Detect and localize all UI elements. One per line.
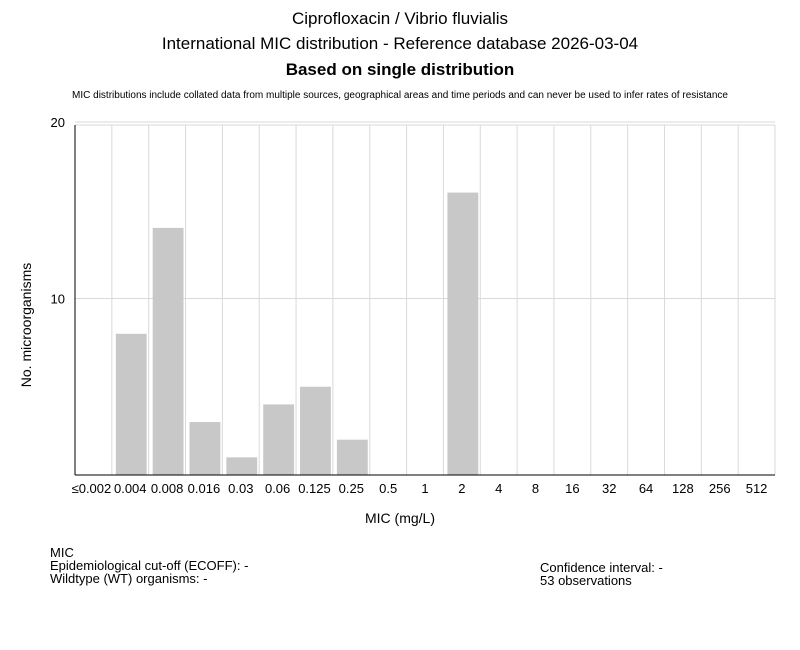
x-tick-label: 2 (458, 481, 465, 496)
x-tick-label: 0.125 (298, 481, 331, 496)
x-tick-label: 128 (672, 481, 694, 496)
footer-left: MIC Epidemiological cut-off (ECOFF): - W… (50, 546, 248, 585)
chart-subtitle: International MIC distribution - Referen… (161, 34, 639, 53)
x-tick-label: 1 (421, 481, 428, 496)
chart-subtitle-bold: Based on single distribution (285, 60, 515, 79)
bar-0.004 (115, 333, 147, 475)
disclaimer-note: MIC distributions include collated data … (72, 90, 728, 101)
grid-layer (75, 121, 776, 475)
x-tick-label: 0.06 (265, 481, 290, 496)
footer-ecoff: Epidemiological cut-off (ECOFF): - (50, 558, 249, 573)
bar-0.125 (300, 386, 331, 475)
bar-0.016 (189, 422, 221, 475)
bar-0.008 (152, 227, 184, 475)
chart-title: Ciprofloxacin / Vibrio fluvialis (291, 9, 509, 28)
footer-right: Confidence interval: - 53 observations (540, 561, 663, 587)
footer-observations: 53 observations (540, 573, 632, 588)
x-axis-label: MIC (mg/L) (365, 510, 435, 526)
x-tick-label: 8 (532, 481, 539, 496)
bar-0.25 (336, 439, 368, 475)
bar-0.03 (226, 457, 258, 475)
x-tick-label: 32 (602, 481, 616, 496)
x-tick-label: ≤0.002 (72, 481, 112, 496)
x-tick-label: 64 (639, 481, 653, 496)
bar-0.06 (263, 404, 295, 475)
x-tick-label: 16 (565, 481, 579, 496)
mic-bar-chart: 10 20 ≤0.002 0.004 0.008 0.016 0.03 0.06 0.125 0.… (18, 115, 776, 526)
footer-wildtype: Wildtype (WT) organisms: - (50, 571, 208, 586)
x-tick-label: 0.03 (228, 481, 253, 496)
axis-layer: 10 20 ≤0.002 0.004 0.008 0.016 0.03 0.06 0.125 0.… (51, 115, 775, 496)
bar-layer (115, 192, 479, 475)
x-tick-label: 512 (746, 481, 768, 496)
x-tick-label: 0.008 (151, 481, 184, 496)
y-axis-label: No. microorganisms (18, 263, 34, 387)
y-tick-label: 20 (51, 115, 65, 130)
bar-2 (447, 192, 479, 475)
footer-confidence: Confidence interval: - (540, 560, 663, 575)
x-tick-label: 0.25 (339, 481, 364, 496)
x-tick-label: 256 (709, 481, 731, 496)
x-tick-label: 0.5 (379, 481, 397, 496)
footer-mic-label: MIC (50, 545, 74, 560)
x-tick-label: 0.016 (188, 481, 221, 496)
y-tick-label: 10 (51, 292, 65, 307)
x-tick-label: 4 (495, 481, 502, 496)
x-tick-label: 0.004 (114, 481, 147, 496)
